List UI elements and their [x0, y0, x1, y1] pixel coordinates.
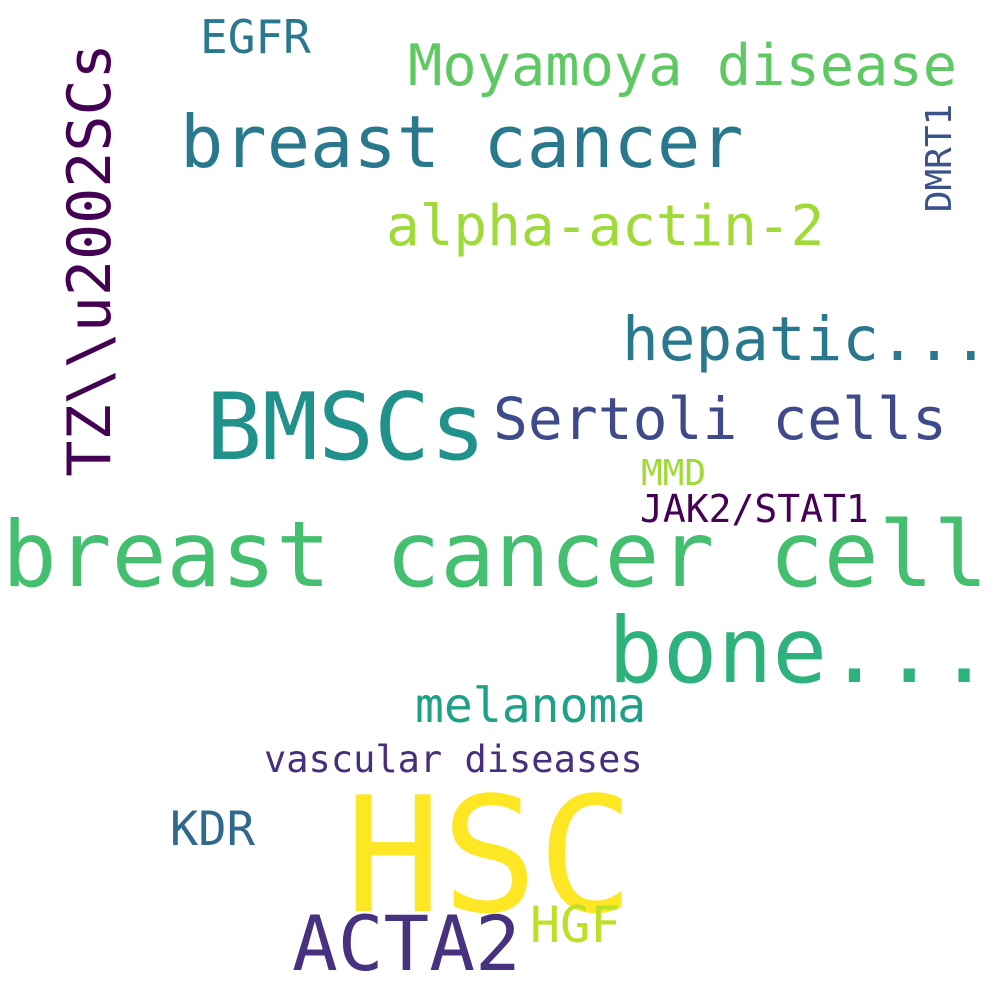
word-hepatic: hepatic... [622, 304, 990, 375]
word-sertoli-cells: Sertoli cells [493, 385, 947, 453]
word-breast-cancer-cell: breast cancer cell [2, 503, 989, 608]
word-moyamoya-disease: Moyamoya disease [408, 33, 958, 99]
word-tz-scs: TZ\\u2002SCs [55, 43, 125, 477]
word-jak2-stat1: JAK2/STAT1 [640, 487, 869, 531]
word-egfr: EGFR [200, 10, 311, 64]
word-hsc: HSC [345, 762, 634, 949]
word-alpha-actin-2: alpha-actin-2 [386, 194, 825, 259]
word-kdr: KDR [170, 802, 255, 857]
word-dmrt1: DMRT1 [919, 103, 960, 213]
word-melanoma: melanoma [415, 678, 647, 734]
word-breast-cancer: breast cancer [180, 100, 744, 184]
word-mmd: MMD [641, 453, 707, 494]
word-bmscs: BMSCs [206, 373, 486, 481]
word-bone: bone... [608, 599, 992, 704]
word-acta2: ACTA2 [292, 899, 521, 988]
word-vascular-diseases: vascular diseases [264, 738, 643, 781]
word-hgf: HGF [530, 896, 621, 954]
